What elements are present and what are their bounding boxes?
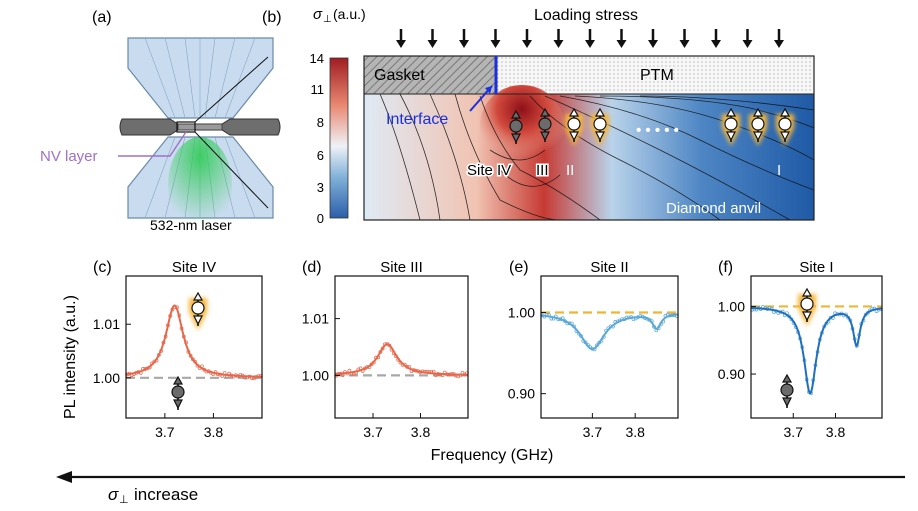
- panel-label: (e): [509, 259, 529, 276]
- nv-marker-relaxed: [722, 107, 740, 146]
- stress-arrow: [616, 29, 627, 48]
- dac-schematic: [118, 37, 281, 233]
- cbar-tick: 6: [317, 148, 324, 163]
- x-tick-label: 3.7: [583, 424, 603, 440]
- colorbar-subscript: ⊥: [323, 14, 332, 25]
- spectrum-panel: (f) Site I 1.00 0.90 3.7 3.8: [718, 259, 883, 440]
- nv-marker-compressed: [538, 107, 552, 142]
- nv-marker-relaxed: [749, 107, 767, 146]
- cbar-tick: 8: [317, 115, 324, 130]
- site-iii-label: III: [536, 162, 549, 179]
- x-tick-label: 3.8: [411, 424, 431, 440]
- stress-arrow: [553, 29, 564, 48]
- nv-marker-relaxed: [565, 107, 583, 146]
- nv-site-markers: [509, 107, 794, 146]
- x-tick-label: 3.7: [363, 424, 383, 440]
- site-dots: • • • • •: [636, 122, 679, 139]
- cbar-tick: 0: [317, 211, 324, 226]
- spectrum-panel: (c) Site IV 1.01 1.00 3.7 3.8: [93, 259, 263, 440]
- nv-marker-relaxed: [776, 107, 794, 146]
- fit-curve: [125, 304, 262, 378]
- bottom-sigma: σ: [108, 485, 119, 504]
- x-tick-label: 3.7: [155, 424, 175, 440]
- spectra-panels: (c) Site IV 1.01 1.00 3.7 3.8 (d) Site III 1.01 1…: [93, 259, 883, 440]
- y-tick-label: 1.01: [93, 316, 120, 332]
- panel-label-b: (b): [262, 9, 282, 26]
- site-i-label: I: [777, 162, 781, 179]
- stress-arrow: [774, 29, 784, 48]
- stress-arrow: [427, 29, 438, 48]
- svg-text:Site IV: Site IV: [467, 162, 511, 179]
- panel-title: Site II: [590, 259, 628, 276]
- nv-layer-label: NV layer: [40, 148, 98, 165]
- bottom-increase-label: increase: [134, 485, 198, 504]
- stress-arrow: [585, 29, 595, 48]
- cbar-tick: 11: [311, 82, 325, 97]
- plot-frame: [540, 275, 679, 419]
- stress-arrow: [396, 29, 406, 48]
- y-tick-label: 1.00: [508, 305, 535, 321]
- ptm-region: [496, 56, 814, 94]
- fit-curve: [334, 343, 468, 376]
- cbar-tick: 14: [310, 51, 324, 66]
- stress-arrow: [490, 29, 501, 48]
- stress-arrow: [522, 29, 532, 48]
- stress-arrow: [679, 29, 690, 48]
- y-tick-label: 0.90: [718, 366, 745, 382]
- fit-curve: [540, 313, 679, 351]
- y-tick-label: 1.00: [302, 367, 329, 383]
- site-iv-label: Site IV: [467, 162, 511, 179]
- gasket-region: [364, 56, 496, 94]
- spectrum-panel: (d) Site III 1.01 1.00 3.7 3.8: [302, 259, 469, 440]
- stress-arrow: [459, 29, 469, 48]
- panel-title: Site IV: [172, 259, 216, 276]
- spectrum-panel: (e) Site II 1.00 0.90 3.7 3.8: [508, 259, 679, 440]
- panel-label: (d): [302, 259, 322, 276]
- fit-curve: [751, 306, 883, 395]
- stress-arrow: [742, 29, 753, 48]
- colorbar-sigma: σ: [313, 6, 323, 23]
- y-tick-label: 0.90: [508, 386, 535, 402]
- plot-frame: [334, 275, 469, 419]
- gasket-label: Gasket: [374, 67, 425, 84]
- x-tick-label: 3.8: [204, 424, 224, 440]
- y-tick-label: 1.00: [93, 370, 120, 386]
- nv-marker-relaxed: [798, 287, 816, 326]
- panel-label: (f): [718, 259, 733, 276]
- colorbar-unit: (a.u.): [333, 6, 366, 22]
- laser-label: 532-nm laser: [150, 217, 232, 233]
- y-axis-label: PL intensity (a.u.): [62, 295, 79, 419]
- svg-text:III: III: [536, 162, 549, 179]
- ptm-label: PTM: [640, 67, 674, 84]
- interface-label: Interface: [386, 111, 448, 128]
- nv-marker-compressed: [780, 373, 794, 408]
- diamond-anvil-label: Diamond anvil: [666, 200, 761, 217]
- plot-frame: [750, 275, 883, 419]
- y-tick-label: 1.01: [302, 311, 329, 327]
- stress-arrow: [711, 29, 721, 48]
- x-tick-label: 3.8: [826, 424, 846, 440]
- nv-marker-compressed: [171, 375, 185, 410]
- stress-arrow: [648, 29, 658, 48]
- nv-marker-compressed: [509, 109, 523, 144]
- plot-frame: [125, 275, 263, 419]
- x-axis-label: Frequency (GHz): [431, 447, 554, 464]
- nv-marker-relaxed: [189, 291, 207, 330]
- loading-stress-arrows: [396, 29, 784, 48]
- colorbar: [329, 57, 349, 219]
- panel-title: Site I: [799, 259, 833, 276]
- panel-title: Site III: [380, 259, 423, 276]
- x-tick-label: 3.8: [625, 424, 645, 440]
- site-ii-label: II: [566, 162, 574, 179]
- bottom-subscript: ⊥: [119, 494, 129, 506]
- x-tick-label: 3.7: [784, 424, 804, 440]
- loading-stress-label: Loading stress: [534, 7, 638, 24]
- stress-map: [363, 55, 815, 221]
- panel-label: (c): [93, 259, 112, 276]
- cbar-tick: 3: [317, 180, 324, 195]
- panel-label-a: (a): [92, 9, 112, 26]
- nv-marker-relaxed: [591, 107, 609, 146]
- y-tick-label: 1.00: [718, 298, 745, 314]
